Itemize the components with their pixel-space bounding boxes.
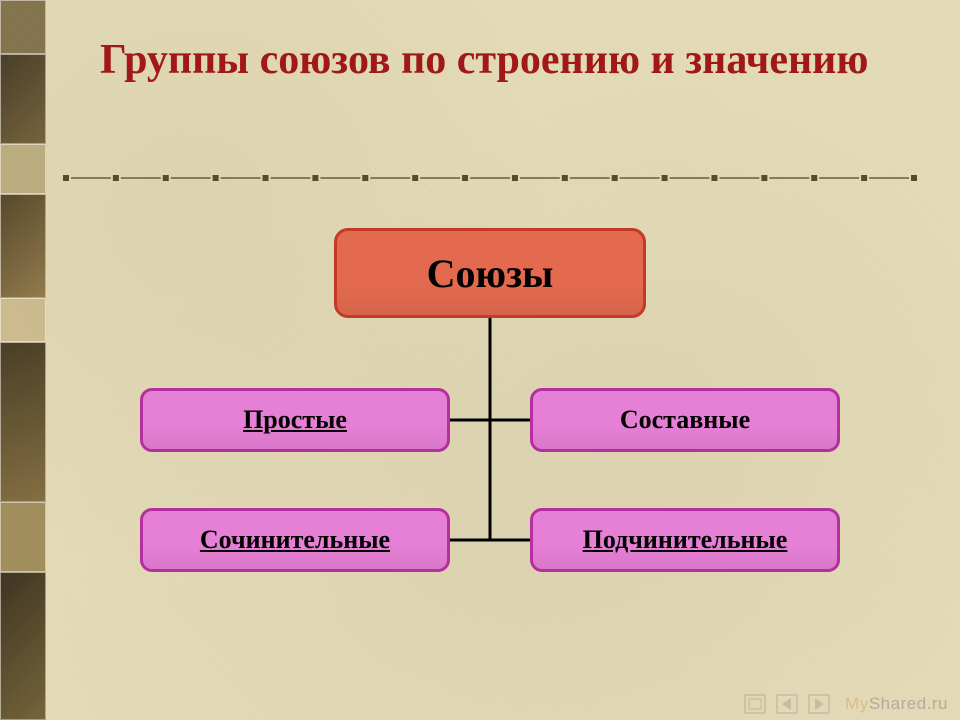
page-title-text: Группы союзов по строению и значению xyxy=(100,37,868,83)
watermark-rest: Shared.ru xyxy=(869,694,948,713)
child-node-3[interactable]: Подчинительные xyxy=(530,508,840,572)
prev-slide-icon[interactable] xyxy=(776,694,798,714)
page-title: Группы союзов по строению и значению xyxy=(100,36,900,86)
slide: Группы союзов по строению и значению Сою… xyxy=(0,0,960,720)
decor-tile xyxy=(0,144,46,194)
child-node-2[interactable]: Сочинительные xyxy=(140,508,450,572)
child-node-2-label: Сочинительные xyxy=(200,525,390,555)
diagram: Союзы Простые Составные Сочинительные Подчин… xyxy=(140,228,840,628)
decor-tile xyxy=(0,572,46,720)
child-node-3-label: Подчинительные xyxy=(583,525,788,555)
nav-icons xyxy=(744,694,830,714)
child-node-0-label: Простые xyxy=(243,405,347,435)
divider xyxy=(60,172,920,184)
child-node-1: Составные xyxy=(530,388,840,452)
watermark: MyShared.ru xyxy=(845,694,948,714)
root-node-label: Союзы xyxy=(427,250,554,297)
watermark-prefix: My xyxy=(845,694,869,713)
left-decor-strip xyxy=(0,0,46,720)
decor-tile xyxy=(0,194,46,298)
child-node-0[interactable]: Простые xyxy=(140,388,450,452)
decor-tile xyxy=(0,54,46,144)
root-node: Союзы xyxy=(334,228,646,318)
child-node-1-label: Составные xyxy=(620,405,750,435)
decor-tile xyxy=(0,342,46,502)
decor-tile xyxy=(0,0,46,54)
decor-tile xyxy=(0,298,46,342)
decor-tile xyxy=(0,502,46,572)
fullscreen-icon[interactable] xyxy=(744,694,766,714)
next-slide-icon[interactable] xyxy=(808,694,830,714)
